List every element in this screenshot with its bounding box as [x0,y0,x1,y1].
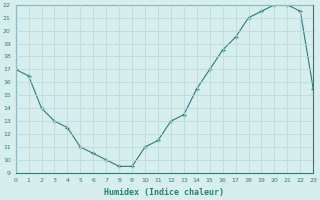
X-axis label: Humidex (Indice chaleur): Humidex (Indice chaleur) [104,188,224,197]
